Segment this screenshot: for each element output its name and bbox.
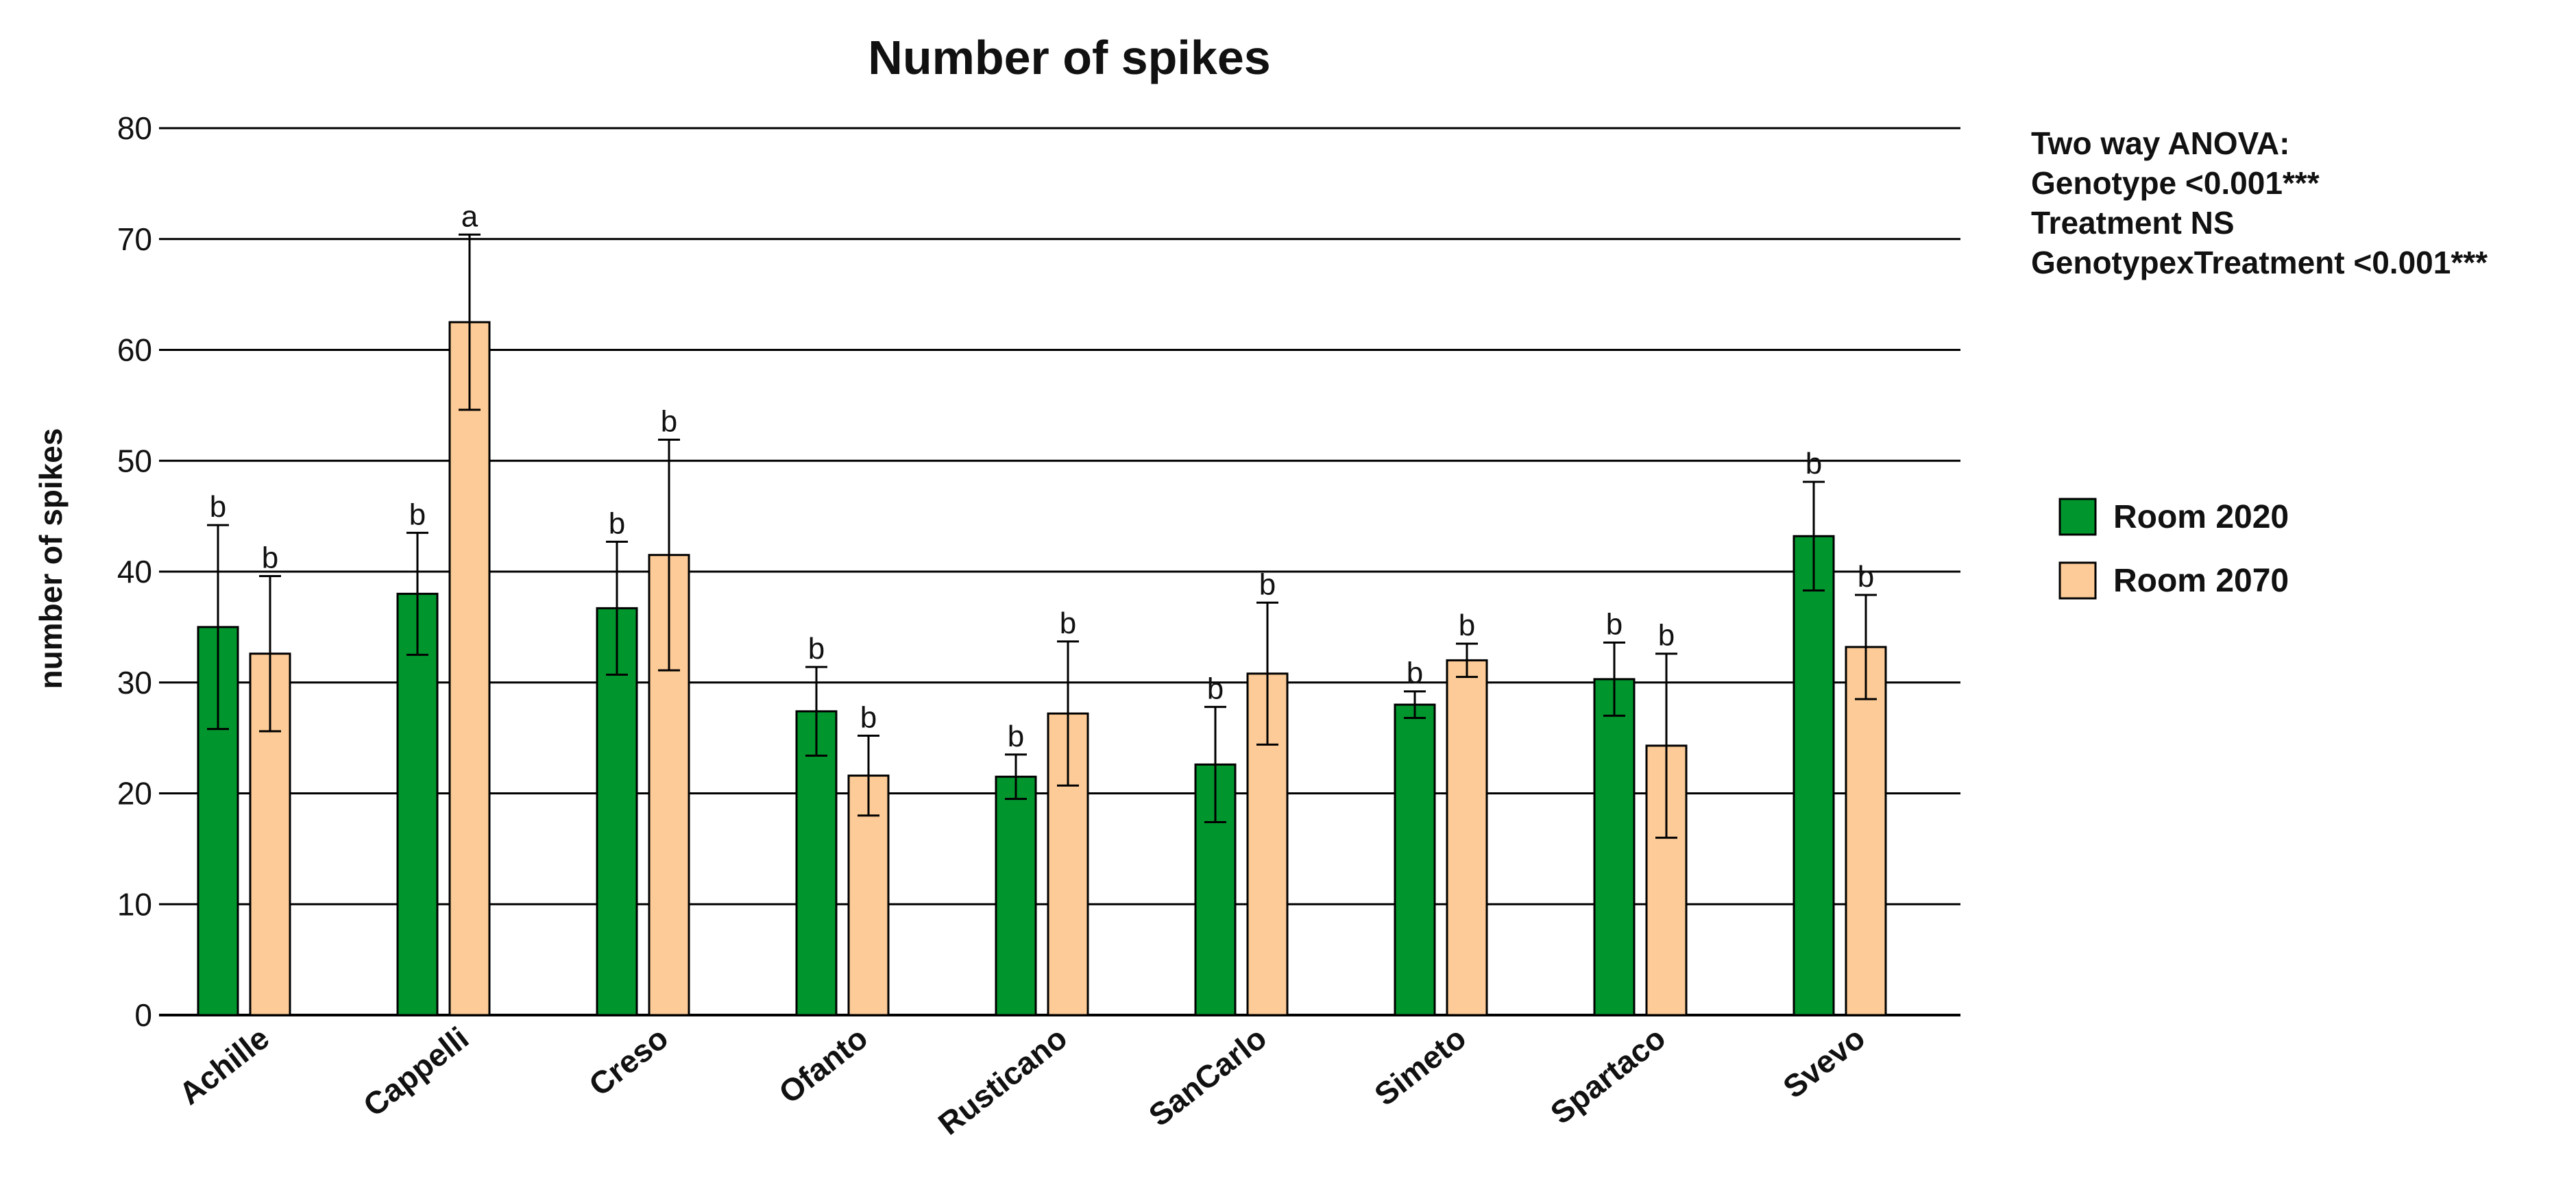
bars	[197, 321, 1887, 1016]
significance-letter-simeto-room-2020: b	[1407, 657, 1423, 690]
legend: Room 2020 Room 2070	[2058, 498, 2289, 600]
anova-line-3: Treatment NS	[2031, 205, 2235, 241]
x-tick-label-simeto: Simeto	[1368, 1020, 1472, 1112]
x-tick-label-cappelli: Cappelli	[356, 1020, 475, 1123]
y-tick-label-20: 20	[117, 776, 152, 812]
y-tick-label-0: 0	[134, 997, 152, 1033]
anova-line-1: Two way ANOVA:	[2031, 125, 2289, 161]
bar-spartaco-room-2020	[1593, 678, 1636, 1016]
y-tick-label-70: 70	[117, 221, 152, 257]
y-tick-label-10: 10	[117, 886, 152, 922]
significance-letter-simeto-room-2070: b	[1459, 609, 1475, 642]
bar-rusticano-room-2020	[995, 775, 1037, 1016]
significance-letter-svevo-room-2070: b	[1858, 560, 1874, 594]
x-tick-label-ofanto: Ofanto	[772, 1020, 874, 1110]
significance-letter-rusticano-room-2020: b	[1008, 720, 1024, 753]
significance-letter-sancarlo-room-2070: b	[1259, 568, 1276, 601]
legend-label-room-2020: Room 2020	[2113, 499, 2289, 535]
y-tick-labels: 0 10 20 30 40 50 60 70 80	[117, 110, 152, 1033]
y-tick-label-30: 30	[117, 665, 152, 700]
x-tick-label-creso: Creso	[582, 1020, 675, 1103]
legend-swatch-room-2020	[2058, 498, 2097, 536]
bar-cappelli-room-2020	[396, 592, 439, 1016]
y-tick-label-80: 80	[117, 110, 152, 146]
y-axis-label: number of spikes	[33, 428, 69, 690]
error-bars	[207, 233, 1877, 839]
x-tick-label-svevo: Svevo	[1776, 1020, 1871, 1105]
bar-simeto-room-2070	[1446, 659, 1488, 1016]
bar-svevo-room-2070	[1845, 646, 1887, 1016]
anova-line-4: GenotypexTreatment <0.001***	[2031, 245, 2488, 280]
bar-cappelli-room-2070	[448, 321, 491, 1016]
legend-swatch-room-2070	[2058, 561, 2097, 600]
anova-annotation: Two way ANOVA: Genotype <0.001*** Treatmen…	[2031, 125, 2488, 280]
significance-letter-creso-room-2070: b	[661, 405, 677, 439]
bar-simeto-room-2020	[1394, 703, 1436, 1016]
significance-letter-creso-room-2020: b	[609, 507, 625, 540]
chart-title: Number of spikes	[868, 31, 1270, 84]
x-tick-label-rusticano: Rusticano	[932, 1020, 1073, 1142]
significance-letter-ofanto-room-2070: b	[860, 700, 877, 734]
significance-letters: b b b a b b b b b b b b b b b b b b	[210, 199, 1874, 753]
bar-sancarlo-room-2070	[1246, 672, 1289, 1016]
bar-creso-room-2020	[596, 607, 638, 1016]
anova-line-2: Genotype <0.001***	[2031, 165, 2320, 201]
y-tick-label-40: 40	[117, 554, 152, 589]
bar-svevo-room-2020	[1793, 535, 1835, 1016]
x-tick-label-sancarlo: SanCarlo	[1142, 1020, 1273, 1133]
significance-letter-spartaco-room-2020: b	[1606, 608, 1623, 642]
significance-letter-cappelli-room-2020: b	[409, 498, 426, 531]
significance-letter-ofanto-room-2020: b	[808, 632, 825, 666]
x-tick-label-achille: Achille	[172, 1020, 276, 1112]
significance-letter-svevo-room-2020: b	[1806, 447, 1822, 480]
legend-label-room-2070: Room 2070	[2113, 563, 2289, 599]
significance-letter-rusticano-room-2070: b	[1060, 607, 1076, 640]
x-tick-labels: Achille Cappelli Creso Ofanto Rusticano SanCa…	[172, 1020, 1871, 1142]
significance-letter-achille-room-2020: b	[210, 490, 226, 524]
x-tick-label-spartaco: Spartaco	[1544, 1020, 1672, 1131]
bar-ofanto-room-2020	[795, 710, 838, 1016]
significance-letter-spartaco-room-2070: b	[1658, 619, 1675, 653]
significance-letter-achille-room-2070: b	[262, 541, 278, 574]
y-tick-label-50: 50	[117, 443, 152, 478]
significance-letter-cappelli-room-2070: a	[461, 199, 478, 233]
y-tick-label-60: 60	[117, 332, 152, 368]
significance-letter-sancarlo-room-2020: b	[1207, 672, 1224, 705]
